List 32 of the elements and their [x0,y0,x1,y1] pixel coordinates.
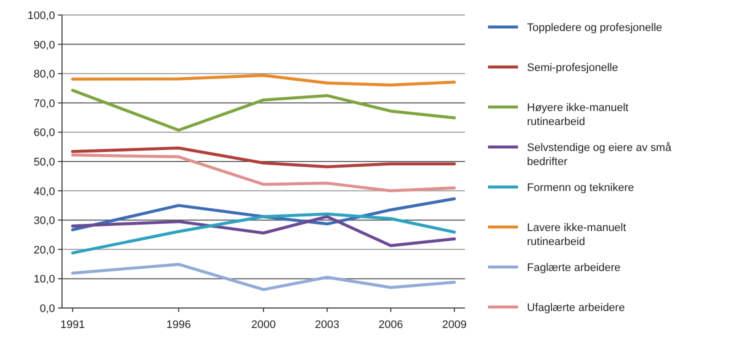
y-tick-label: 100,0 [27,10,55,22]
line-series [71,262,456,292]
legend-label: Høyere ikke-manuelt rutinearbeid [527,102,628,128]
line-series [71,74,456,87]
y-tick-label: 10,0 [34,274,55,286]
y-tick-label: 30,0 [34,215,55,228]
x-tick-label: 1996 [166,319,191,331]
legend-label: Faglærte arbeidere [527,262,621,274]
line-series [71,154,456,192]
line-series [71,146,456,168]
x-tick-label: 2000 [251,319,276,331]
x-tick-label: 2009 [442,319,467,331]
y-tick-label: 90,0 [34,39,55,52]
x-tick-label: 1991 [60,319,85,331]
x-tick-label: 2003 [314,319,340,331]
y-tick-label: 20,0 [34,244,55,256]
line-series [71,215,456,248]
line-series [71,212,456,254]
legend-label: Formenn og teknikere [527,182,634,194]
y-tick-label: 70,0 [34,98,55,110]
x-tick-label: 2006 [378,319,404,331]
y-tick-label: 60,0 [34,127,55,140]
legend-label: Lavere ikke-manuelt rutinearbeid [527,222,626,248]
y-tick-label: 40,0 [34,186,55,198]
legend-label: Selvstendige og eiere av små bedrifter [527,142,672,168]
legend-label: Ufaglærte arbeidere [527,302,625,314]
line-series [71,88,456,132]
legend-label: Semi-profesjonelle [527,62,618,74]
y-tick-label: 80,0 [34,68,55,81]
y-tick-label: 0,0 [40,303,55,315]
y-tick-label: 50,0 [34,156,55,168]
legend-label: Toppledere og profesjonelle [527,22,662,34]
